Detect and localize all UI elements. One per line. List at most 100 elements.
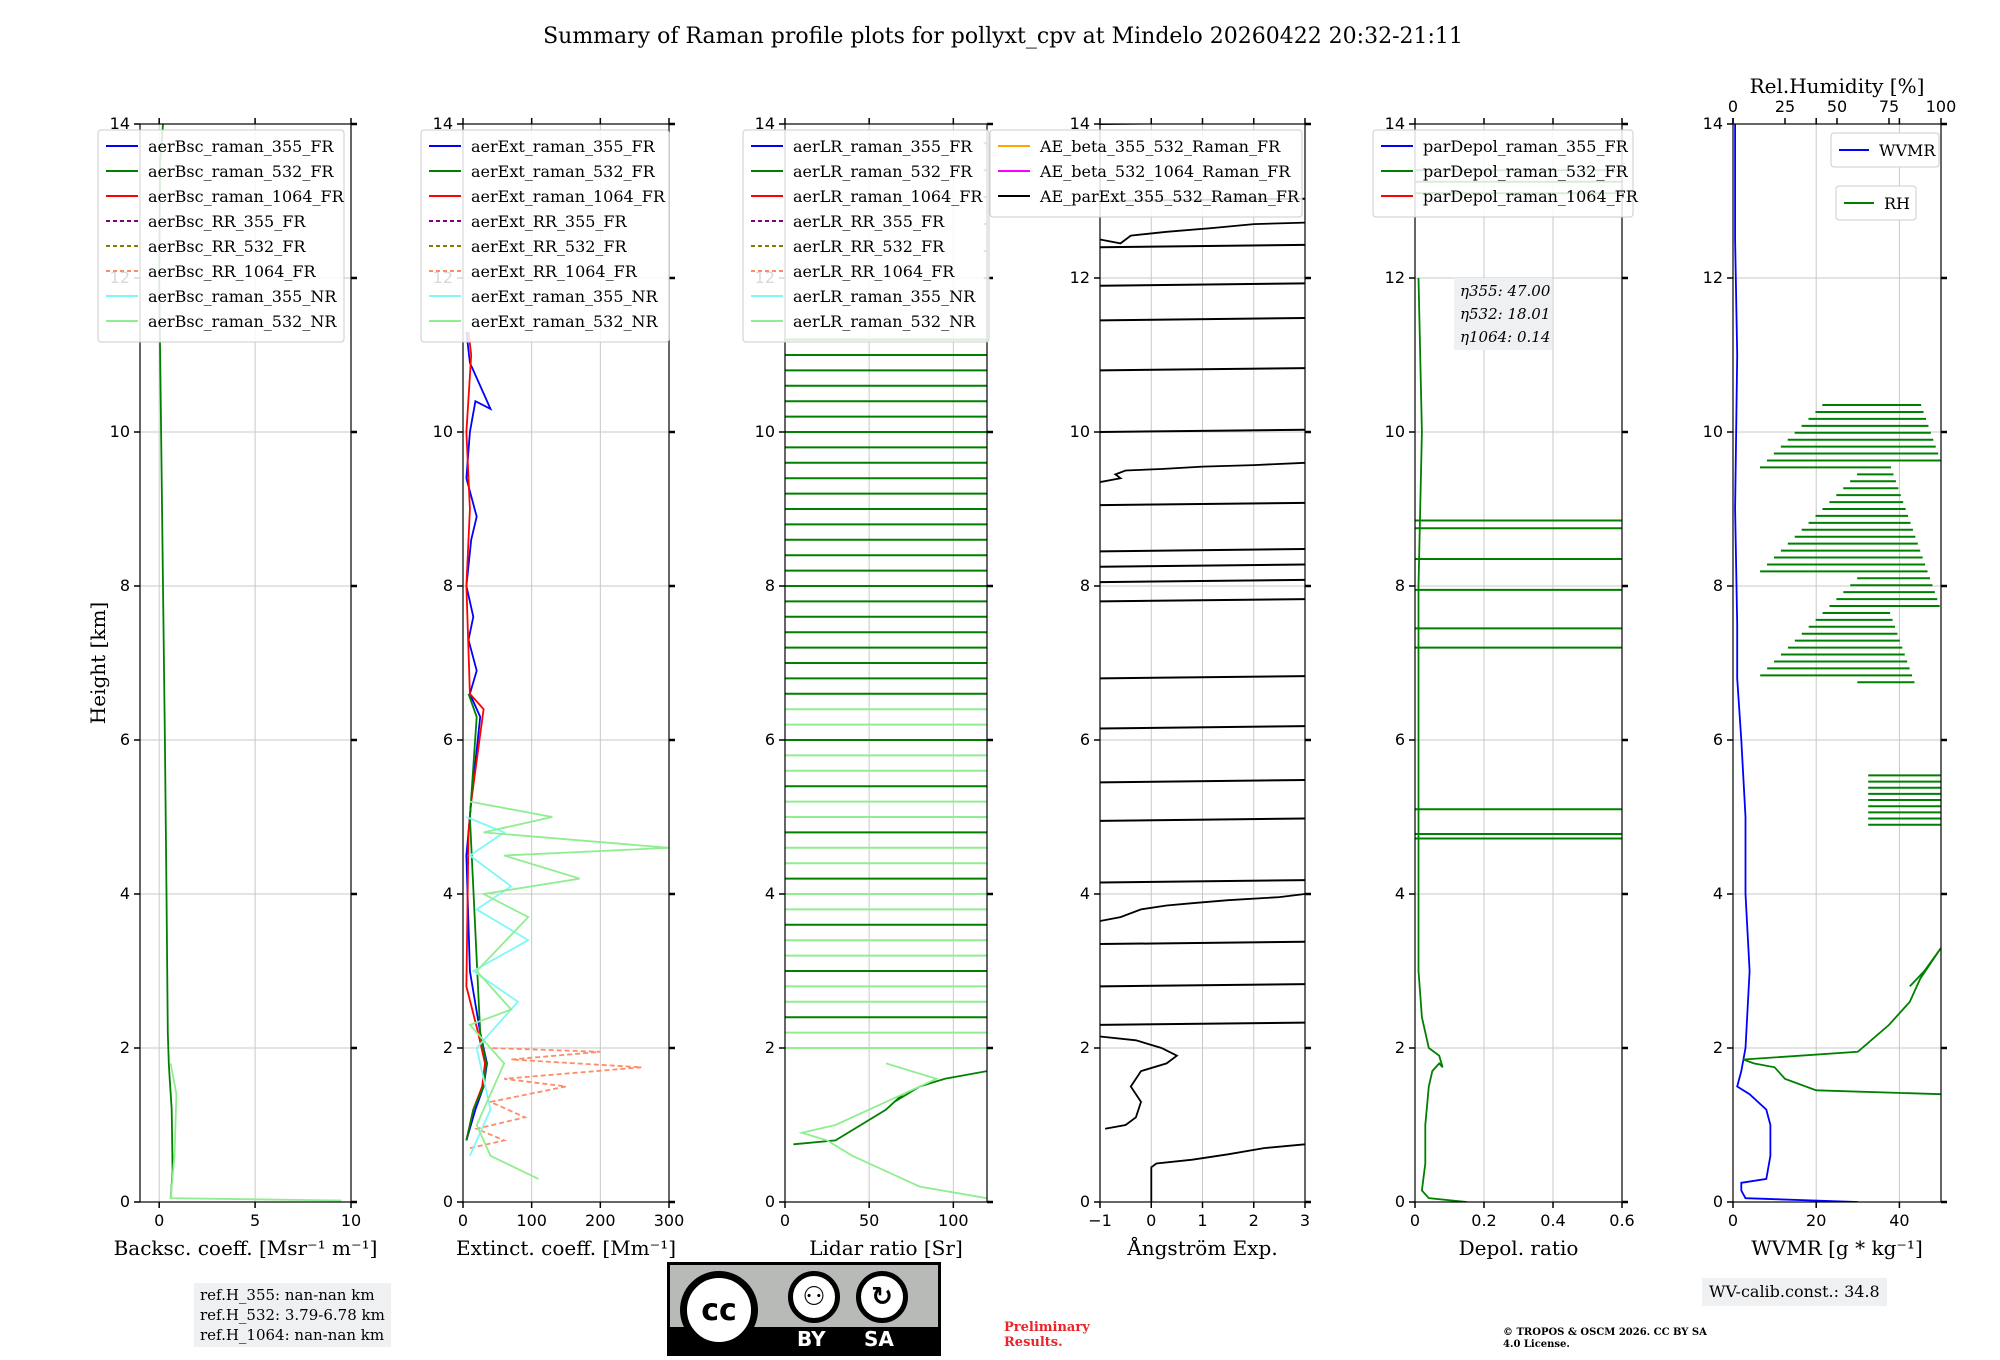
ae-segment	[1100, 940, 1305, 946]
ytick-label: 14	[755, 114, 775, 133]
xaxis-top-label: Rel.Humidity [%]	[1750, 74, 1925, 98]
legend-label: aerBsc_RR_1064_FR	[148, 262, 317, 281]
reference-height-box: ref.H_355: nan-nan km ref.H_532: 3.79-6.…	[194, 1283, 391, 1347]
cc-by-label: BY	[797, 1327, 826, 1351]
series-aerExt_RR_1064_FR	[469, 1047, 642, 1149]
xtick-label: 0	[1410, 1211, 1420, 1230]
ytick-label: 4	[765, 884, 775, 903]
ytick-label: 6	[1080, 730, 1090, 749]
legend-label: aerExt_RR_532_FR	[471, 237, 628, 256]
copyright-note: © TROPOS & OSCM 2026. CC BY SA 4.0 Licen…	[1503, 1327, 1707, 1350]
xaxis-label: Backsc. coeff. [Msr⁻¹ m⁻¹]	[114, 1236, 378, 1260]
ae-segment	[1100, 428, 1305, 433]
xtick-label: −1	[1088, 1211, 1112, 1230]
legend-label: AE_parExt_355_532_Raman_FR	[1039, 187, 1300, 206]
annotation-0: η355: 47.00	[1460, 282, 1551, 300]
legend-label: RH	[1884, 194, 1910, 213]
legend-label: aerBsc_raman_532_FR	[148, 162, 334, 181]
legend-box	[420, 129, 670, 343]
legend-label: aerExt_raman_532_NR	[471, 312, 659, 331]
ytick-label: 10	[433, 422, 453, 441]
series-AE_parExt_355_532_Raman_FR	[1100, 221, 1305, 245]
ytick-label: 6	[120, 730, 130, 749]
ae-segment	[1100, 779, 1305, 784]
ae-segment	[1100, 598, 1305, 603]
ytick-label: 10	[1385, 422, 1405, 441]
ytick-label: 10	[755, 422, 775, 441]
depol-annotation: η355: 47.00 η532: 18.01 η1064: 0.14	[1454, 278, 1552, 350]
xtick-label: 10	[341, 1211, 361, 1230]
attribution-icon: ⚇	[788, 1271, 840, 1323]
xtick-label: 1	[1197, 1211, 1207, 1230]
legend-label: aerLR_raman_532_NR	[793, 312, 976, 331]
xtick-label: 0	[154, 1211, 164, 1230]
legend-label: aerLR_RR_532_FR	[793, 237, 945, 256]
ae-segment	[1100, 983, 1305, 988]
xtick-label: 0	[1146, 1211, 1156, 1230]
wv-calib-text: WV-calib.const.: 34.8	[1709, 1282, 1880, 1301]
ytick-label: 0	[1395, 1192, 1405, 1211]
ae-segment	[1100, 243, 1305, 249]
xaxis-label: Depol. ratio	[1459, 1236, 1579, 1260]
plot-area-ae	[1100, 124, 1305, 1202]
ae-segment	[1100, 578, 1305, 584]
xtick-label: 20	[1806, 1211, 1826, 1230]
ytick-label: 12	[1385, 268, 1405, 287]
legend-RH: RH	[1835, 185, 1917, 221]
legend-WVMR: WVMR	[1830, 132, 1940, 168]
ytick-label: 10	[1070, 422, 1090, 441]
legend-box	[1372, 129, 1634, 218]
legend-label: aerExt_raman_1064_FR	[471, 187, 666, 206]
ytick-label: 8	[765, 576, 775, 595]
xtick-label: 40	[1889, 1211, 1909, 1230]
axes-frame	[784, 123, 988, 1203]
xtick-top-label: 75	[1879, 97, 1899, 116]
ytick-label: 2	[765, 1038, 775, 1057]
ae-segment	[1100, 1021, 1305, 1026]
xtick-label: 0	[458, 1211, 468, 1230]
ytick-label: 8	[1713, 576, 1723, 595]
legend-label: aerExt_raman_532_FR	[471, 162, 656, 181]
legend-label: AE_beta_355_532_Raman_FR	[1039, 137, 1281, 156]
series-RH	[1743, 947, 1941, 1096]
ytick-label: 2	[443, 1038, 453, 1057]
ytick-label: 0	[765, 1192, 775, 1211]
legend-label: aerLR_raman_355_NR	[793, 287, 976, 306]
xaxis-label: Lidar ratio [Sr]	[809, 1236, 963, 1260]
ytick-label: 8	[120, 576, 130, 595]
xtick-label: 0.6	[1609, 1211, 1634, 1230]
legend-box	[989, 129, 1303, 218]
xtick-label: 100	[938, 1211, 969, 1230]
ytick-label: 8	[443, 576, 453, 595]
legend-label: WVMR	[1879, 141, 1936, 160]
ref-h-1064: ref.H_1064: nan-nan km	[200, 1326, 385, 1344]
series-AE_parExt_355_532_Raman_FR	[1100, 893, 1305, 922]
legend-box	[1830, 132, 1940, 168]
legend-label: aerExt_RR_355_FR	[471, 212, 628, 231]
ytick-label: 14	[1385, 114, 1405, 133]
ae-segment	[1100, 563, 1305, 568]
ae-segment	[1100, 317, 1305, 322]
xtick-label: 200	[585, 1211, 616, 1230]
legend-label: parDepol_raman_532_FR	[1423, 162, 1629, 181]
cc-logo-icon: cc	[680, 1271, 758, 1349]
ae-segment	[1100, 675, 1305, 680]
series-aerExt_raman_355_NR	[466, 816, 530, 1157]
legend-label: aerBsc_RR_532_FR	[148, 237, 306, 256]
annotation-1: η532: 18.01	[1460, 305, 1550, 323]
ae-segment	[1100, 282, 1305, 287]
annotation-2: η1064: 0.14	[1460, 328, 1550, 346]
xaxis-label: Ångström Exp.	[1126, 1235, 1277, 1260]
xaxis-label: Extinct. coeff. [Mm⁻¹]	[456, 1236, 676, 1260]
legend-label: aerLR_raman_1064_FR	[793, 187, 983, 206]
series-AE_parExt_355_532_Raman_FR	[1100, 1035, 1179, 1130]
series-aerExt_raman_532_NR	[468, 800, 669, 1180]
series-aerLR_raman_532_NR	[798, 1062, 987, 1200]
ytick-label: 6	[765, 730, 775, 749]
panel-wv: 0 2 4 6 8 10 12 14 0 20 40 WVMR [g * kg⁻¹] 0 25 50 75 10…	[1703, 74, 1957, 1260]
panel-lr: 02468101214050100Lidar ratio [Sr]aerLR_r…	[742, 114, 993, 1260]
ref-h-355: ref.H_355: nan-nan km	[200, 1286, 375, 1304]
series-aerBsc_raman_532_NR	[169, 1063, 342, 1202]
plot-area-ext	[465, 331, 669, 1180]
figure-title: Summary of Raman profile plots for polly…	[543, 24, 1463, 49]
